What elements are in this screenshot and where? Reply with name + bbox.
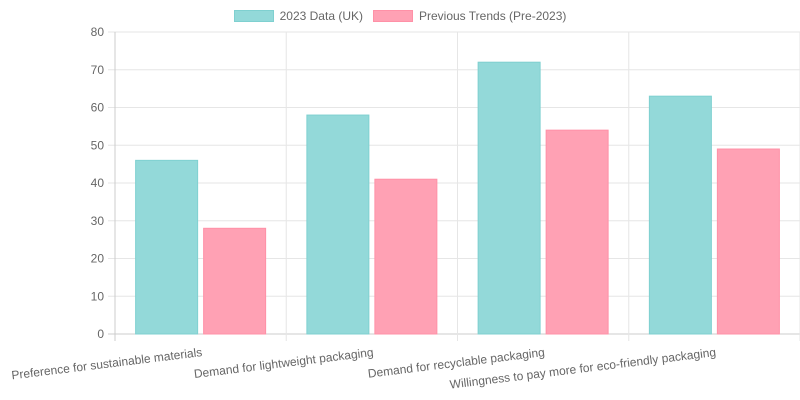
y-tick-label: 80	[91, 25, 105, 39]
legend-label-previous: Previous Trends (Pre-2023)	[418, 9, 567, 23]
bar-previous	[716, 148, 780, 335]
bar-2023	[135, 159, 199, 335]
bar-previous	[374, 178, 438, 335]
legend-swatch-previous	[372, 10, 413, 22]
y-tick-label: 20	[91, 252, 105, 266]
legend-swatch-2023	[233, 10, 274, 22]
y-tick-label: 0	[97, 327, 104, 341]
bar-2023	[306, 114, 370, 335]
y-tick-label: 40	[91, 176, 105, 190]
bar-previous	[545, 129, 609, 335]
y-tick-label: 60	[91, 101, 105, 115]
y-tick-label: 10	[91, 289, 105, 303]
y-tick-label: 30	[91, 214, 105, 228]
y-tick-label: 50	[91, 138, 105, 152]
legend-item-2023[interactable]: 2023 Data (UK)	[233, 9, 363, 23]
bar-2023	[477, 61, 541, 335]
legend-label-2023: 2023 Data (UK)	[279, 9, 363, 23]
x-tick-label: Preference for sustainable materials	[11, 345, 203, 382]
legend-item-previous[interactable]: Previous Trends (Pre-2023)	[372, 9, 567, 23]
bar-previous	[203, 227, 267, 335]
legend: 2023 Data (UK) Previous Trends (Pre-2023…	[0, 8, 800, 24]
x-tick-label: Demand for lightweight packaging	[193, 345, 374, 381]
bar-2023	[648, 95, 712, 335]
y-tick-label: 70	[91, 63, 105, 77]
